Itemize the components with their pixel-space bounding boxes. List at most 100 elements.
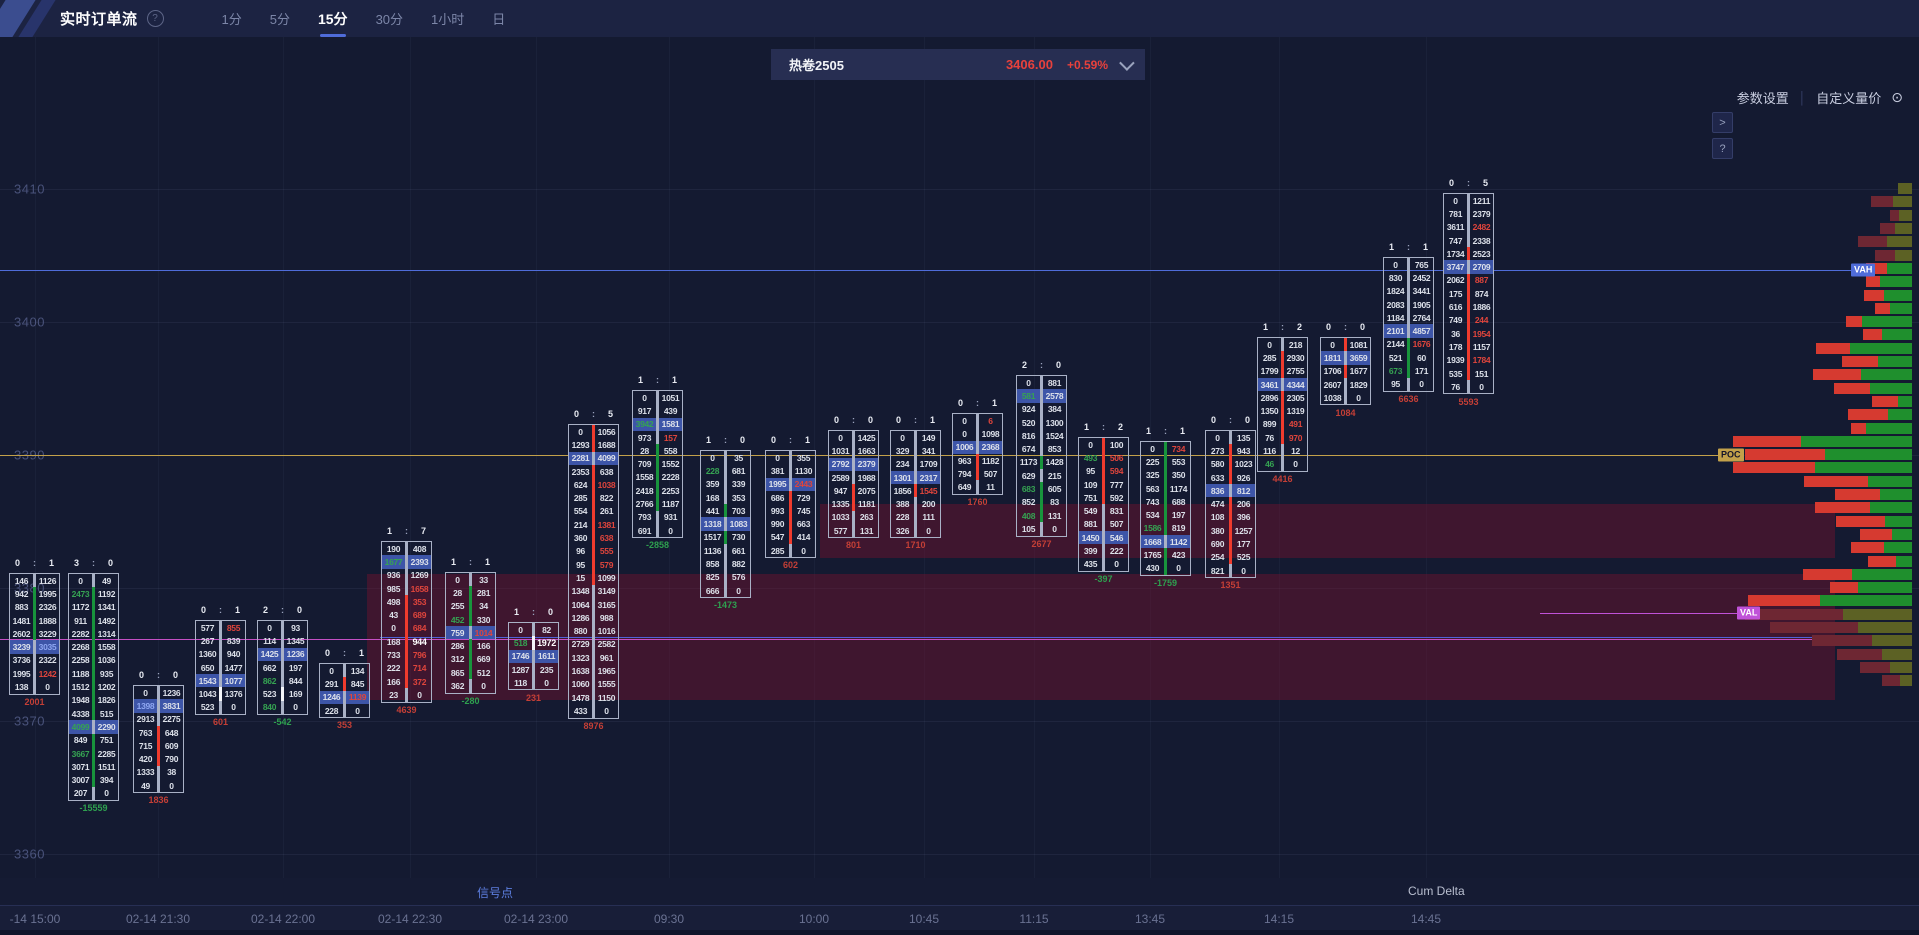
ask-cell: 34 bbox=[479, 601, 488, 612]
bid-cell: 95 bbox=[576, 559, 585, 570]
imbalance-strip bbox=[1281, 338, 1284, 352]
imbalance-strip bbox=[1344, 377, 1347, 392]
ask-cell: 777 bbox=[1109, 479, 1124, 490]
imbalance-strip bbox=[592, 544, 595, 558]
expand-button[interactable]: > bbox=[1712, 112, 1733, 133]
footprint-row: 1558 2228 bbox=[633, 470, 682, 485]
footprint-box: 0 33 28 281 255 34 452 330 759 1014 286 166 312 669 86… bbox=[445, 572, 496, 694]
delta-footer: 1710 bbox=[905, 540, 926, 551]
footprint-row: 880 1016 bbox=[569, 624, 618, 638]
ask-cell: 506 bbox=[1109, 452, 1124, 463]
imbalance-strip bbox=[1467, 380, 1470, 394]
footprint-row: 1350 1319 bbox=[1258, 404, 1307, 418]
time-axis[interactable]: -14 15:00 02-14 21:30 02-14 22:00 02-14 22:… bbox=[0, 905, 1919, 931]
footprint-row: 0 49 bbox=[69, 574, 118, 588]
footprint-row: 1333 38 bbox=[134, 765, 183, 780]
profile-green-segment bbox=[1861, 369, 1912, 381]
footprint-row: 291 845 bbox=[320, 677, 369, 691]
bid-cell: 963 bbox=[957, 455, 972, 466]
imbalance-strip bbox=[789, 477, 792, 491]
instrument-selector[interactable]: 热卷2505 3406.00 +0.59% bbox=[771, 49, 1145, 80]
imbalance-strip bbox=[1344, 338, 1347, 352]
footprint-row: 0 1425 bbox=[829, 431, 878, 445]
imbalance-count: 7 bbox=[420, 526, 426, 536]
ask-cell: 669 bbox=[476, 654, 491, 665]
instrument-price: 3406.00 bbox=[1005, 57, 1053, 72]
footprint-row: 666 0 bbox=[701, 583, 750, 598]
footprint-row: 577 131 bbox=[829, 524, 878, 538]
profile-green-segment bbox=[1887, 236, 1912, 248]
help-button[interactable]: ? bbox=[1712, 138, 1733, 159]
footprint-row: 2473 1192 bbox=[69, 587, 118, 601]
footprint-box: 0 1211 781 2379 3611 2482 747 2338 1734 2523 3747 2… bbox=[1443, 193, 1494, 395]
imbalance-strip bbox=[592, 478, 595, 492]
param-settings-button[interactable]: 参数设置 bbox=[1736, 91, 1789, 106]
ask-cell: 263 bbox=[859, 512, 874, 523]
imbalance-strip bbox=[92, 760, 95, 774]
imbalance-strip bbox=[1407, 284, 1410, 298]
imbalance-strip bbox=[1407, 337, 1410, 352]
footprint-row: 109 777 bbox=[1079, 477, 1128, 492]
footprint-row: 518 1972 bbox=[509, 636, 558, 650]
footprint-row: 1060 1555 bbox=[569, 677, 618, 691]
footprint-row: 2602 3229 bbox=[10, 627, 59, 641]
custom-volume-price-button[interactable]: 自定义量价 bbox=[1816, 91, 1882, 106]
tab-15分[interactable]: 15分 bbox=[304, 0, 362, 37]
imbalance-strip bbox=[914, 510, 917, 525]
ask-cell: 2930 bbox=[1286, 352, 1305, 363]
imbalance-strip bbox=[1281, 431, 1284, 445]
tab-日[interactable]: 日 bbox=[492, 12, 506, 27]
volume-profile-bar bbox=[1868, 555, 1912, 567]
bid-cell: 2353 bbox=[571, 466, 590, 477]
ask-cell: 1139 bbox=[348, 692, 367, 703]
imbalance-count: : bbox=[157, 670, 160, 680]
gear-icon[interactable]: ⊙ bbox=[1891, 89, 1903, 105]
tab-1小时[interactable]: 1小时 bbox=[431, 12, 465, 27]
ask-cell: 2290 bbox=[97, 721, 116, 732]
footprint-row: 3667 2285 bbox=[69, 746, 118, 761]
imbalance-strip bbox=[852, 484, 855, 498]
imbalance-strip bbox=[914, 484, 917, 498]
ask-cell: 751 bbox=[99, 735, 114, 746]
footprint-row: 0 1211 bbox=[1444, 194, 1493, 208]
tab-5分[interactable]: 5分 bbox=[269, 12, 290, 27]
footprint-row: 0 134 bbox=[320, 664, 369, 678]
imbalance-count: 0 bbox=[325, 648, 331, 658]
profile-red-segment bbox=[1733, 435, 1801, 447]
imbalance-strip bbox=[1407, 377, 1410, 391]
footprint-row: 883 2326 bbox=[10, 600, 59, 614]
profile-red-segment bbox=[1860, 661, 1890, 673]
vah-badge: VAH bbox=[1851, 263, 1876, 277]
footprint-row: 520 1300 bbox=[1017, 415, 1066, 430]
signal-point-toggle[interactable]: 信号点 bbox=[477, 886, 514, 900]
bid-cell: 228 bbox=[705, 465, 720, 476]
imbalance-strip bbox=[789, 544, 792, 558]
bid-cell: 821 bbox=[1210, 565, 1225, 576]
footprint-row: 1287 235 bbox=[509, 662, 558, 677]
cum-delta-label: Cum Delta bbox=[1408, 884, 1465, 898]
footprint-row: 286 166 bbox=[446, 639, 495, 653]
bid-cell: 255 bbox=[450, 601, 465, 612]
ask-cell: 1524 bbox=[1045, 430, 1064, 441]
ask-cell: 408 bbox=[412, 543, 427, 554]
ask-cell: 592 bbox=[1109, 492, 1124, 503]
footprint-row: 3461 4344 bbox=[1258, 377, 1307, 392]
bid-cell: 2473 bbox=[71, 588, 90, 599]
volume-profile-bar bbox=[1836, 515, 1912, 527]
footprint-row: 3736 2322 bbox=[10, 653, 59, 668]
ask-cell: 576 bbox=[731, 572, 746, 583]
tab-30分[interactable]: 30分 bbox=[375, 12, 404, 27]
ask-cell: 512 bbox=[476, 667, 491, 678]
chevron-down-icon[interactable] bbox=[1119, 55, 1135, 71]
imbalance-strip bbox=[1229, 444, 1232, 458]
ask-cell: 0 bbox=[104, 788, 109, 799]
imbalance-count: : bbox=[1102, 422, 1105, 432]
footprint-row: 0 33 bbox=[446, 573, 495, 587]
ask-cell: 961 bbox=[599, 652, 614, 663]
help-icon[interactable]: ? bbox=[146, 10, 164, 27]
tab-1分[interactable]: 1分 bbox=[221, 12, 242, 27]
ask-cell: 1202 bbox=[97, 682, 116, 693]
x-axis-label: 09:30 bbox=[653, 912, 685, 926]
ask-cell: 35 bbox=[734, 452, 743, 463]
bid-cell: 2607 bbox=[1323, 379, 1342, 390]
